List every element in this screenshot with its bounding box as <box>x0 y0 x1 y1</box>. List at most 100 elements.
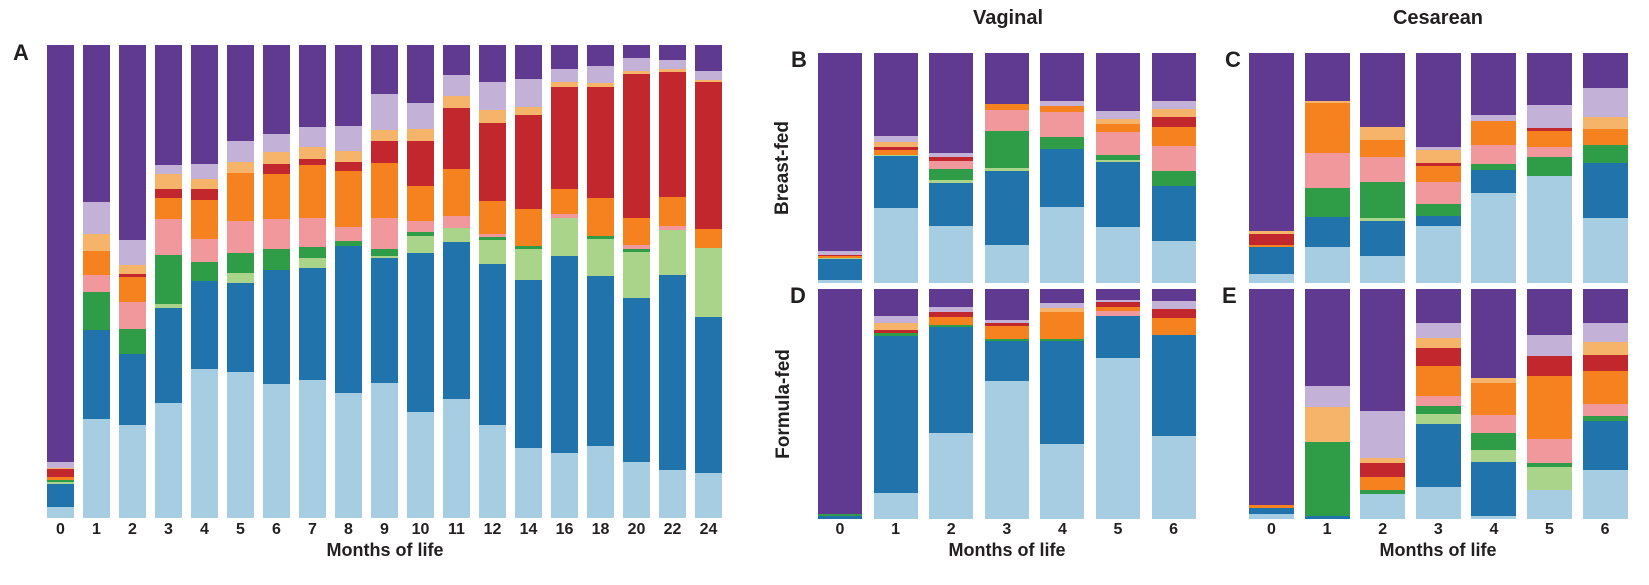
segment-light-blue <box>929 226 974 283</box>
panel-d-bar-month-0 <box>818 289 862 519</box>
segment-red <box>1415 348 1461 366</box>
segment-light-blue <box>515 447 542 518</box>
segment-lavender <box>191 163 218 179</box>
segment-light-blue <box>1415 486 1461 519</box>
segment-red <box>587 86 614 199</box>
segment-purple <box>1471 289 1517 378</box>
panel-d-bar-month-4 <box>1040 289 1085 519</box>
segment-purple <box>1040 289 1085 303</box>
panel-d-x-tick-1: 1 <box>891 521 901 538</box>
segment-light-blue <box>929 433 974 519</box>
segment-light-green <box>1415 414 1461 424</box>
segment-purple <box>1096 289 1140 301</box>
segment-peach <box>1360 458 1406 463</box>
segment-pink <box>299 218 326 248</box>
segment-light-green <box>1527 466 1572 490</box>
segment-peach <box>191 178 218 190</box>
panel-letter-b: B <box>791 47 807 72</box>
segment-orange <box>479 201 506 234</box>
segment-red <box>191 189 218 200</box>
segment-orange <box>263 173 290 220</box>
segment-lavender <box>873 315 918 324</box>
panel-letter-a: A <box>13 40 29 65</box>
segment-light-blue <box>1249 273 1294 283</box>
segment-lavender <box>1151 101 1196 109</box>
segment-peach <box>1249 230 1294 235</box>
panel-a-bar-month-0 <box>47 45 74 518</box>
segment-purple <box>1040 53 1085 101</box>
segment-red <box>47 469 74 478</box>
segment-orange <box>407 186 434 221</box>
segment-orange <box>1304 103 1350 153</box>
segment-light-blue <box>1304 246 1350 283</box>
segment-green <box>1527 156 1572 176</box>
segment-orange <box>984 325 1029 340</box>
panel-a-x-tick-24: 24 <box>699 521 718 538</box>
panel-a-bar-month-6 <box>263 45 290 518</box>
panel-d-bar-month-2 <box>929 289 974 519</box>
segment-light-green <box>227 273 254 284</box>
segment-light-blue <box>1471 516 1517 519</box>
panel-a-bar-month-16 <box>551 45 578 518</box>
segment-peach <box>659 69 686 73</box>
segment-purple <box>984 289 1029 321</box>
segment-lavender <box>929 306 974 313</box>
segment-light-blue <box>371 382 398 518</box>
segment-dark-blue <box>1151 334 1196 436</box>
segment-orange <box>299 165 326 219</box>
segment-pink <box>623 244 650 249</box>
segment-dark-blue <box>479 264 506 425</box>
segment-dark-blue <box>1582 420 1628 470</box>
segment-pink <box>1582 404 1628 416</box>
segment-peach <box>1415 150 1461 164</box>
segment-light-blue <box>1527 489 1572 519</box>
panel-b-bar-month-2 <box>929 53 974 283</box>
segment-orange <box>83 250 110 275</box>
segment-green <box>1471 164 1517 171</box>
panel-d-bar-month-6 <box>1151 289 1196 519</box>
segment-dark-blue <box>155 308 182 404</box>
panel-d-x-tick-6: 6 <box>1169 521 1179 538</box>
segment-light-blue <box>623 461 650 518</box>
segment-light-blue <box>1249 513 1294 519</box>
segment-pink <box>1040 112 1085 138</box>
segment-peach <box>443 96 470 108</box>
segment-lavender <box>659 60 686 70</box>
segment-green <box>1582 145 1628 164</box>
panel-d-x-tick-5: 5 <box>1113 521 1123 538</box>
segment-light-green <box>407 235 434 253</box>
segment-lavender <box>47 461 74 468</box>
panel-a-x-tick-4: 4 <box>200 521 209 538</box>
segment-purple <box>659 45 686 61</box>
panel-e-x-tick-0: 0 <box>1267 521 1276 538</box>
panel-e-bar-month-4 <box>1471 289 1517 519</box>
segment-purple <box>1249 289 1294 505</box>
segment-pink <box>335 226 362 241</box>
segment-light-green <box>479 240 506 265</box>
segment-dark-blue <box>659 274 686 470</box>
panel-a-x-tick-6: 6 <box>272 521 281 538</box>
segment-dark-blue <box>1304 516 1350 519</box>
segment-pink <box>1471 145 1517 165</box>
segment-peach <box>1582 117 1628 129</box>
panel-a-x-tick-1: 1 <box>92 521 101 538</box>
segment-dark-blue <box>83 329 110 420</box>
segment-purple <box>984 53 1029 104</box>
segment-green <box>1151 170 1196 187</box>
segment-purple <box>623 45 650 58</box>
segment-red <box>1527 356 1572 377</box>
segment-red <box>873 147 918 151</box>
segment-purple <box>587 45 614 67</box>
segment-orange <box>1415 166 1461 183</box>
segment-purple <box>929 53 974 154</box>
panel-e-x-tick-4: 4 <box>1489 521 1499 538</box>
segment-peach <box>873 142 918 148</box>
segment-red <box>515 115 542 209</box>
segment-purple <box>1527 289 1572 335</box>
panel-e-bar-month-1 <box>1304 289 1350 519</box>
segment-peach <box>47 467 74 470</box>
segment-light-green <box>818 257 862 260</box>
segment-dark-blue <box>1471 170 1517 194</box>
